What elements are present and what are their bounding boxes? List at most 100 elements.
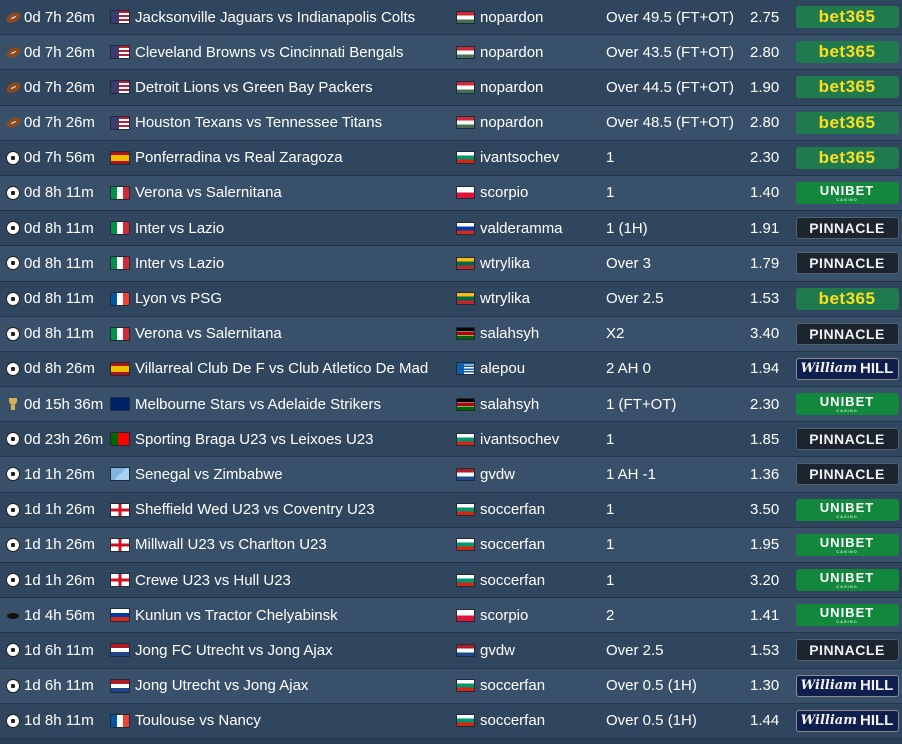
- match-link[interactable]: Ponferradina vs Real Zaragoza: [135, 149, 343, 167]
- sport-cell: [4, 70, 22, 104]
- match-link[interactable]: Toulouse vs Nancy: [135, 712, 261, 730]
- tipster-link[interactable]: soccerfan: [480, 712, 546, 730]
- tipster-link[interactable]: soccerfan: [480, 536, 546, 554]
- country-flag-icon: [110, 537, 130, 552]
- bet365-logo-button[interactable]: bet365: [795, 287, 899, 310]
- tipster-link[interactable]: wtrylika: [480, 290, 531, 307]
- tipster-link[interactable]: nopardon: [480, 114, 544, 132]
- pinnacle-logo-button[interactable]: PINNACLE: [795, 252, 899, 275]
- tip-row[interactable]: 0d 7h 26m Detroit Lions vs Green Bay Pack…: [0, 70, 902, 106]
- tip-row[interactable]: 1d 4h 56m Kunlun vs Tractor Chelyabinsk sc…: [0, 598, 902, 634]
- match-link[interactable]: Verona vs Salernitana: [135, 325, 282, 343]
- tipster-link[interactable]: gvdw: [480, 465, 516, 483]
- tipster-link[interactable]: soccerfan: [480, 571, 546, 589]
- sport-cell: [4, 598, 22, 632]
- unibet-logo-button[interactable]: UNIBET CASINO: [795, 569, 899, 591]
- odds: 1.90: [750, 78, 780, 96]
- match-link[interactable]: Jong Utrecht vs Jong Ajax: [135, 677, 309, 695]
- tip-row[interactable]: 1d 6h 11m Jong Utrecht vs Jong Ajax soccer…: [0, 668, 902, 704]
- match-link[interactable]: Lyon vs PSG: [135, 290, 222, 307]
- odds: 1.91: [750, 219, 780, 237]
- match-link[interactable]: Crewe U23 vs Hull U23: [135, 571, 291, 589]
- tip-row[interactable]: 0d 7h 26m Jacksonville Jaguars vs Indiana…: [0, 0, 902, 36]
- match-link[interactable]: Jacksonville Jaguars vs Indianapolis Col…: [135, 8, 416, 26]
- match-link[interactable]: Sheffield Wed U23 vs Coventry U23: [135, 501, 375, 519]
- tipster-link[interactable]: ivantsochev: [480, 149, 560, 167]
- odds: 1.85: [750, 430, 780, 448]
- bet365-logo-button[interactable]: bet365: [795, 76, 899, 99]
- pinnacle-logo-button[interactable]: PINNACLE: [795, 322, 899, 345]
- unibet-logo-button[interactable]: UNIBET CASINO: [795, 181, 899, 204]
- tipster-flag-icon: [456, 292, 475, 305]
- match-link[interactable]: Kunlun vs Tractor Chelyabinsk: [135, 606, 338, 624]
- tipster-link[interactable]: nopardon: [480, 43, 544, 61]
- pinnacle-logo-button[interactable]: PINNACLE: [795, 217, 899, 240]
- tip-row[interactable]: 1d 1h 26m Millwall U23 vs Charlton U23 soc…: [0, 527, 902, 563]
- tip-row[interactable]: 1d 1h 26m Sheffield Wed U23 vs Coventry U…: [0, 492, 902, 528]
- match-link[interactable]: Millwall U23 vs Charlton U23: [135, 536, 327, 554]
- tip-row[interactable]: 0d 7h 26m Houston Texans vs Tennessee Tit…: [0, 105, 902, 141]
- tipster-link[interactable]: salahsyh: [480, 325, 540, 343]
- tipster-link[interactable]: ivantsochev: [480, 430, 560, 448]
- tip-row[interactable]: 0d 23h 26m Sporting Braga U23 vs Leixoes …: [0, 422, 902, 458]
- match-link[interactable]: Melbourne Stars vs Adelaide Strikers: [135, 395, 381, 413]
- bookmaker-cell: bet365: [795, 282, 899, 316]
- pinnacle-logo-button[interactable]: PINNACLE: [795, 428, 899, 451]
- match-link[interactable]: Houston Texans vs Tennessee Titans: [135, 114, 383, 132]
- event-flag-cell: [110, 563, 130, 597]
- tip-row[interactable]: 0d 7h 26m Cleveland Browns vs Cincinnati …: [0, 35, 902, 71]
- williamhill-logo-button[interactable]: William HILL: [795, 709, 899, 732]
- tip-row[interactable]: 0d 15h 36m Melbourne Stars vs Adelaide St…: [0, 387, 902, 423]
- tipster-link[interactable]: scorpio: [480, 606, 529, 624]
- tip-row[interactable]: 0d 8h 11m Lyon vs PSG wtrylika Over 2.5 1.53…: [0, 281, 902, 317]
- match-link[interactable]: Sporting Braga U23 vs Leixoes U23: [135, 430, 374, 448]
- bet365-logo-button[interactable]: bet365: [795, 146, 899, 169]
- bet365-logo-button[interactable]: bet365: [795, 41, 899, 64]
- tipster-link[interactable]: nopardon: [480, 8, 544, 26]
- williamhill-logo-button[interactable]: William HILL: [795, 357, 899, 380]
- unibet-wordmark: UNIBET: [819, 605, 875, 621]
- unibet-logo-button[interactable]: UNIBET CASINO: [795, 533, 899, 556]
- tip-row[interactable]: 1d 1h 26m Senegal vs Zimbabwe gvdw 1 AH -1 1…: [0, 457, 902, 493]
- match-link[interactable]: Senegal vs Zimbabwe: [135, 465, 283, 483]
- tip-row[interactable]: 0d 8h 11m Inter vs Lazio valderamma 1 (1H) 1…: [0, 211, 902, 247]
- tip-row[interactable]: 1d 6h 11m Jong FC Utrecht vs Jong Ajax gvd…: [0, 633, 902, 669]
- soccer-ball-icon: [6, 467, 20, 482]
- unibet-logo-button[interactable]: UNIBET CASINO: [795, 393, 899, 416]
- bet365-logo-button[interactable]: bet365: [795, 6, 899, 28]
- tipster-link[interactable]: scorpio: [480, 184, 529, 202]
- match-link[interactable]: Jong FC Utrecht vs Jong Ajax: [135, 641, 333, 659]
- williamhill-logo-button[interactable]: William HILL: [795, 674, 899, 697]
- pinnacle-logo-button[interactable]: PINNACLE: [795, 639, 899, 662]
- match-link[interactable]: Villarreal Club De F vs Club Atletico De…: [135, 360, 429, 378]
- unibet-sub: CASINO: [836, 584, 858, 589]
- tipster-link[interactable]: alepou: [480, 360, 526, 378]
- tip-row[interactable]: 0d 8h 11m Verona vs Salernitana scorpio 1 1.…: [0, 175, 902, 212]
- tipster-link[interactable]: nopardon: [480, 78, 544, 96]
- match-link[interactable]: Detroit Lions vs Green Bay Packers: [135, 78, 373, 96]
- tipster-link[interactable]: gvdw: [480, 641, 516, 659]
- match-link[interactable]: Verona vs Salernitana: [135, 184, 282, 202]
- bet365-logo-button[interactable]: bet365: [795, 111, 899, 134]
- tipster-link[interactable]: valderamma: [480, 219, 563, 237]
- pinnacle-logo-button[interactable]: PINNACLE: [795, 463, 899, 486]
- match-link[interactable]: Cleveland Browns vs Cincinnati Bengals: [135, 43, 404, 61]
- tip-row[interactable]: 0d 8h 26m Villarreal Club De F vs Club At…: [0, 351, 902, 388]
- tip-row[interactable]: 0d 7h 56m Ponferradina vs Real Zaragoza iv…: [0, 140, 902, 176]
- tipster-link[interactable]: salahsyh: [480, 395, 540, 413]
- country-flag-icon: [110, 80, 130, 95]
- tip-row[interactable]: 0d 8h 11m Inter vs Lazio wtrylika Over 3 1.7…: [0, 246, 902, 282]
- tipster-link[interactable]: soccerfan: [480, 501, 546, 519]
- tip-row[interactable]: 1d 8h 11m Toulouse vs Nancy soccerfan Over …: [0, 703, 902, 739]
- tip-row[interactable]: 0d 8h 11m Verona vs Salernitana salahsyh X2…: [0, 316, 902, 352]
- tipster-link[interactable]: soccerfan: [480, 677, 546, 695]
- tipster-link[interactable]: wtrylika: [480, 254, 531, 272]
- unibet-logo-button[interactable]: UNIBET CASINO: [795, 498, 899, 521]
- tip-row[interactable]: 1d 1h 26m Crewe U23 vs Hull U23 soccerfan 1…: [0, 563, 902, 599]
- unibet-logo-button[interactable]: UNIBET CASINO: [795, 604, 899, 627]
- match-link[interactable]: Inter vs Lazio: [135, 254, 225, 272]
- williamhill-script: William: [800, 713, 857, 729]
- pick: 1: [606, 149, 615, 167]
- match-link[interactable]: Inter vs Lazio: [135, 219, 225, 237]
